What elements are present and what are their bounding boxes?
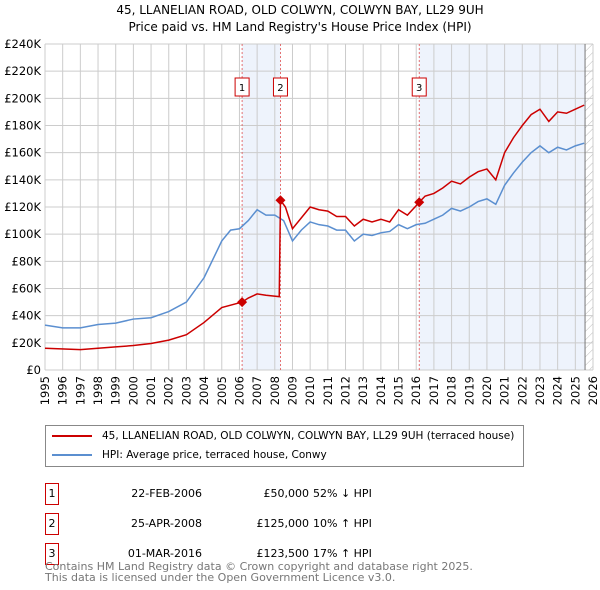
sale-hpi-diff: 17% ↑ HPI [313, 547, 372, 560]
x-tick-label: 2004 [197, 376, 211, 405]
chart-title: 45, LLANELIAN ROAD, OLD COLWYN, COLWYN B… [116, 3, 484, 17]
y-tick-label: £40K [12, 309, 42, 323]
sale-row: 3 01-MAR-2016 £123,500 17% ↑ HPI [45, 543, 445, 567]
x-tick-label: 2021 [498, 376, 512, 405]
x-tick-label: 2018 [445, 376, 459, 405]
sale-row: 1 22-FEB-2006 £50,000 52% ↓ HPI [45, 483, 445, 507]
x-tick-label: 2020 [480, 376, 494, 405]
x-tick-label: 2019 [462, 376, 476, 405]
sale-point [237, 297, 248, 308]
sale-date: 25-APR-2008 [130, 517, 202, 530]
x-tick-label: 2022 [515, 376, 529, 405]
sale-label-box [411, 77, 427, 97]
y-tick-label: £240K [4, 37, 41, 51]
legend-item-property: 45, LLANELIAN ROAD, OLD COLWYN, COLWYN B… [52, 430, 514, 442]
y-tick-label: £100K [4, 227, 41, 241]
sale-label: 2 [277, 83, 283, 94]
sale-point [275, 195, 286, 206]
chart-subtitle: Price paid vs. HM Land Registry's House … [128, 20, 472, 34]
x-tick-label: 2010 [303, 376, 317, 405]
footer: Contains HM Land Registry data © Crown c… [45, 561, 473, 583]
sale-date: 22-FEB-2006 [131, 487, 202, 500]
sale-row: 2 25-APR-2008 £125,000 10% ↑ HPI [45, 513, 445, 537]
legend-swatch-red [52, 435, 92, 437]
sale-price: £50,000 [263, 487, 310, 500]
sale-hpi-diff: 52% ↓ HPI [313, 487, 372, 500]
x-tick-label: 2007 [250, 376, 264, 405]
sale-price: £125,000 [256, 517, 310, 530]
footer-line: This data is licensed under the Open Gov… [45, 571, 396, 584]
x-tick-label: 1996 [56, 376, 70, 405]
sale-label-box [272, 77, 288, 97]
y-tick-label: £180K [4, 119, 41, 133]
y-tick-label: £220K [4, 64, 41, 78]
x-tick-label: 2001 [144, 376, 158, 405]
sale-price: £123,500 [256, 547, 310, 560]
x-tick-label: 2015 [392, 376, 406, 405]
x-tick-label: 2002 [162, 376, 176, 405]
x-tick-label: 2009 [285, 376, 299, 405]
sale-point [414, 197, 425, 208]
x-tick-label: 2016 [409, 376, 423, 405]
x-tick-label: 2023 [533, 376, 547, 405]
x-tick-label: 1997 [73, 376, 87, 405]
y-tick-label: £140K [4, 173, 41, 187]
property-price-line [44, 104, 585, 351]
y-tick-label: £60K [12, 282, 42, 296]
x-tick-label: 2026 [586, 376, 600, 405]
x-tick-label: 2014 [374, 376, 388, 405]
x-tick-label: 2025 [568, 376, 582, 405]
x-tick-label: 2003 [179, 376, 193, 405]
x-tick-label: 2013 [356, 376, 370, 405]
hpi-line [44, 142, 585, 329]
sale-label: 1 [239, 83, 245, 94]
x-tick-label: 2005 [215, 376, 229, 405]
y-tick-label: £120K [4, 200, 41, 214]
x-tick-label: 1995 [38, 376, 52, 405]
x-tick-label: 2000 [126, 376, 140, 405]
x-tick-label: 1998 [91, 376, 105, 405]
y-tick-label: £0 [26, 363, 41, 377]
sale-hpi-diff: 10% ↑ HPI [313, 517, 372, 530]
legend-swatch-blue [52, 454, 92, 456]
sale-number: 3 [45, 543, 59, 565]
plot-area: £0 £20K £40K £60K £80K £100K £120K £140K £160K £1… [4, 37, 600, 405]
legend: 45, LLANELIAN ROAD, OLD COLWYN, COLWYN B… [45, 425, 524, 467]
y-tick-label: £200K [4, 91, 41, 105]
x-tick-label: 2012 [339, 376, 353, 405]
x-tick-label: 2017 [427, 376, 441, 405]
y-tick-label: £160K [4, 146, 41, 160]
footer-line: Contains HM Land Registry data © Crown c… [45, 560, 473, 573]
y-tick-label: £20K [12, 336, 42, 350]
sale-label-box [234, 77, 250, 97]
sale-number: 1 [45, 483, 59, 505]
x-tick-label: 2011 [321, 376, 335, 405]
x-tick-label: 2008 [268, 376, 282, 405]
legend-label: 45, LLANELIAN ROAD, OLD COLWYN, COLWYN B… [102, 430, 515, 442]
x-tick-label: 2006 [232, 376, 246, 405]
x-tick-label: 2024 [551, 376, 565, 405]
sale-number: 2 [45, 513, 59, 535]
y-tick-label: £80K [12, 254, 42, 268]
x-tick-label: 1999 [109, 376, 123, 405]
legend-label: HPI: Average price, terraced house, Conw… [102, 449, 327, 461]
legend-item-hpi: HPI: Average price, terraced house, Conw… [52, 449, 327, 461]
sale-date: 01-MAR-2016 [127, 547, 202, 560]
sale-label: 3 [416, 83, 422, 94]
